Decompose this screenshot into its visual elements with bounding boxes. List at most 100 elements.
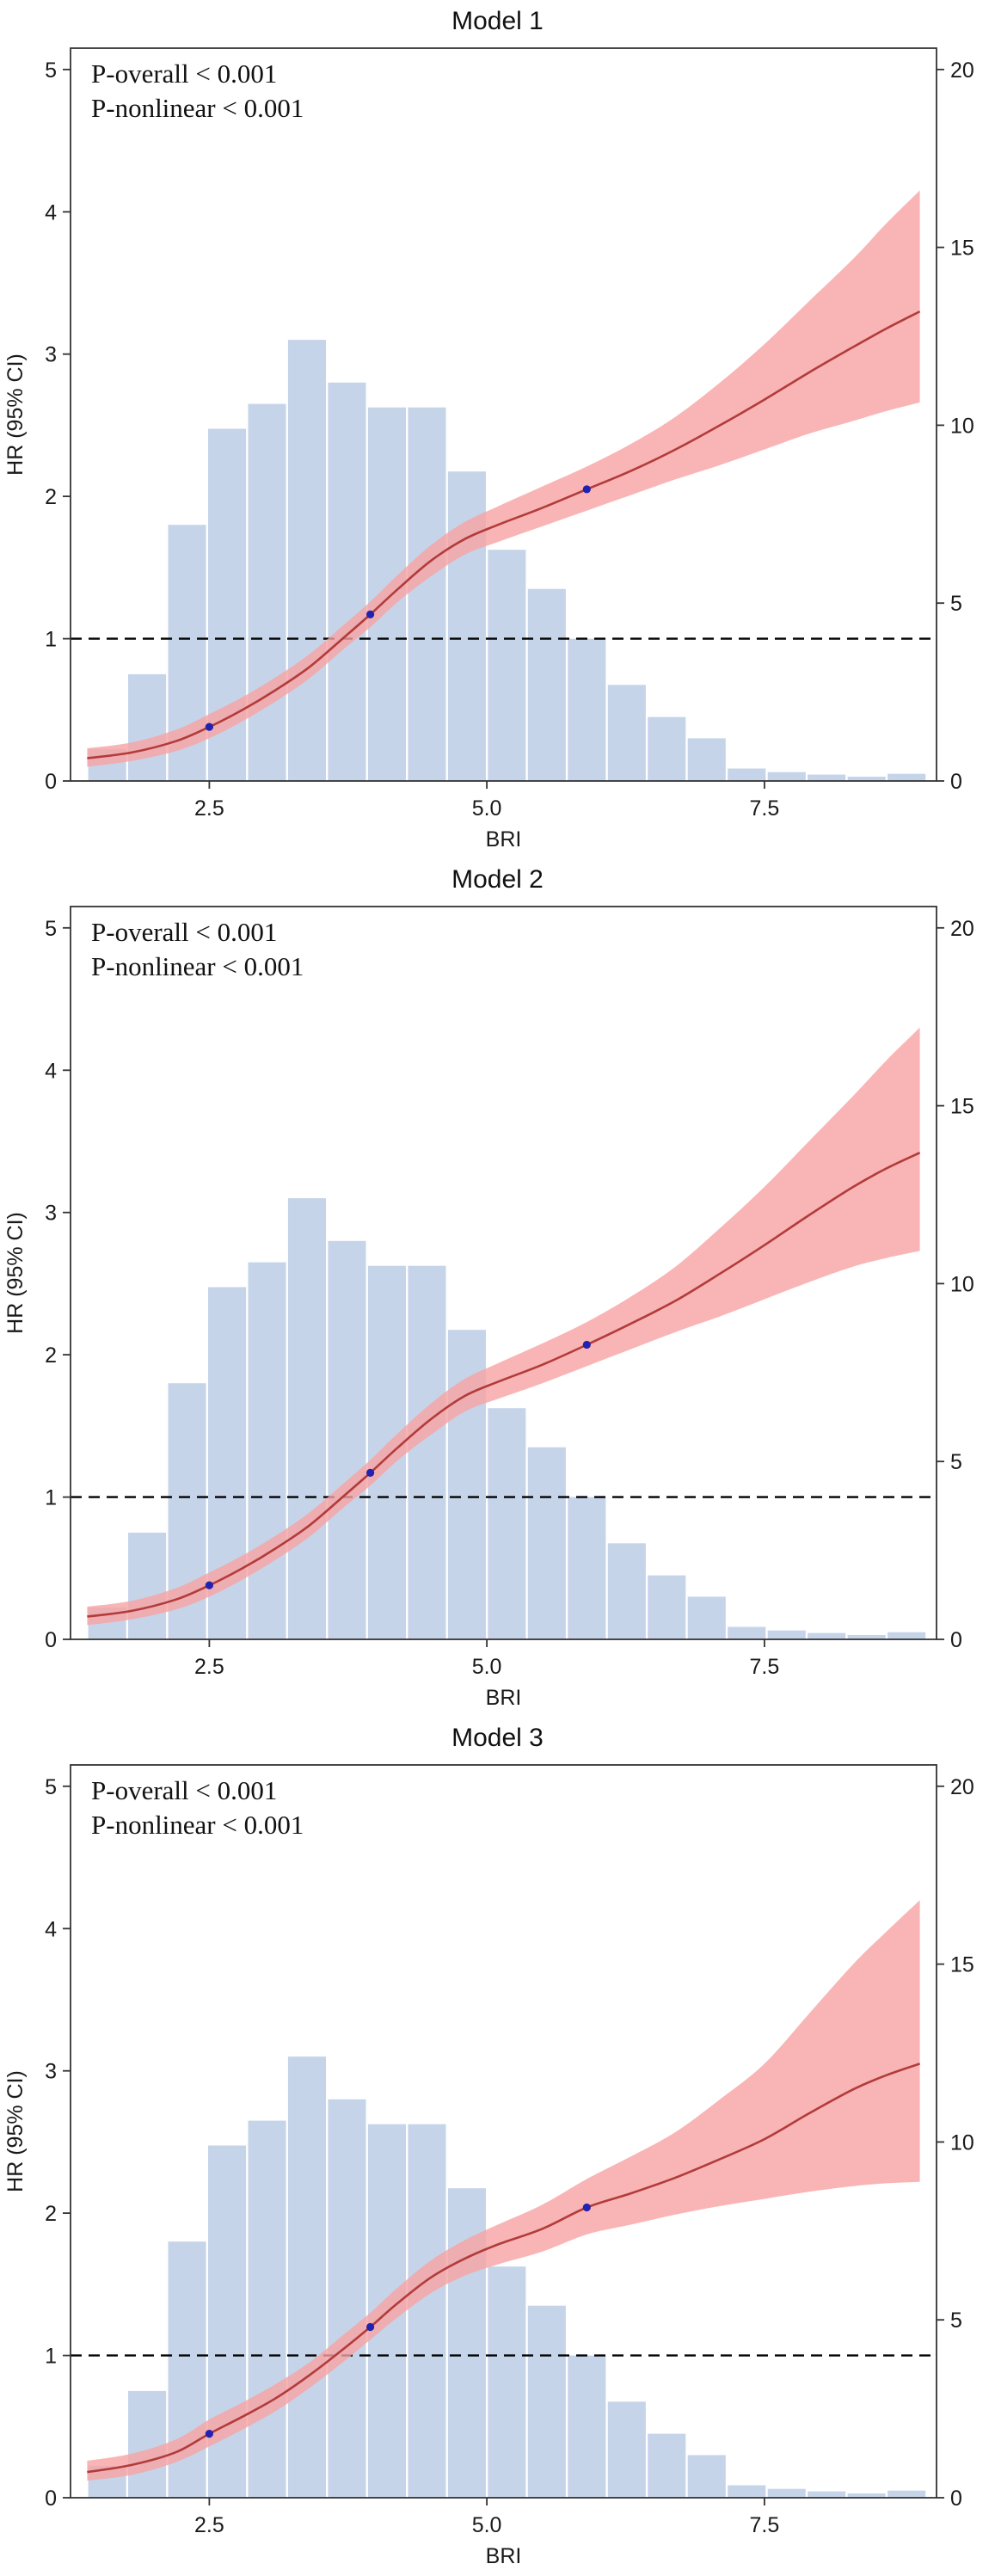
knot-point: [205, 1581, 213, 1589]
y-left-tick-label: 4: [45, 1059, 57, 1083]
histogram-bar: [728, 768, 766, 781]
histogram-bar: [808, 774, 846, 781]
y-left-tick-label: 0: [45, 2487, 57, 2511]
histogram-bar: [248, 403, 286, 781]
histogram-bar: [687, 1596, 726, 1639]
x-tick-label: 7.5: [750, 2513, 780, 2537]
axis-ticks: 0 1 2 3 4 5 0 5 10 15 20 2.5 5.0 7.5: [45, 1775, 974, 2537]
model-3-spline-chart: 0 1 2 3 4 5 0 5 10 15 20 2.5 5.0 7.5 BRI HR (95% CI): [3, 1764, 974, 2568]
y-left-tick-label: 0: [45, 1628, 57, 1652]
plot-border: [70, 906, 937, 1640]
histogram-bar: [888, 1632, 926, 1639]
histogram-bar: [728, 1626, 766, 1639]
x-tick-label: 5.0: [472, 2513, 502, 2537]
spline-knots: [205, 485, 591, 731]
histogram-bar: [607, 1543, 646, 1639]
x-tick-label: 5.0: [472, 796, 502, 821]
panel-model-3: Model 3 0 1 2 3 4 5 0 5 10 15 20 2.5 5.0 7.5 BRI HR (95…: [0, 1717, 995, 2575]
histogram-bar: [888, 773, 926, 781]
x-tick-label: 7.5: [750, 796, 780, 821]
panel-title-model-1: Model 1: [451, 7, 544, 35]
histogram-bar: [287, 1198, 326, 1639]
histogram-bar: [648, 716, 686, 781]
x-axis-label: BRI: [486, 1686, 522, 1710]
y-right-tick-label: 15: [950, 1953, 974, 1977]
knot-point: [582, 485, 591, 494]
histogram-bar: [488, 550, 526, 781]
histogram-bar: [607, 685, 646, 781]
y-left-tick-label: 5: [45, 917, 57, 941]
panel-model-1: Model 1 0 1 2 3 4 5 0 5 10 15 20 2.5 5.0 7.5 BRI HR (95…: [0, 0, 995, 858]
histogram-bar: [888, 2490, 926, 2498]
histogram-bar: [847, 777, 886, 781]
y-left-tick-label: 2: [45, 485, 57, 509]
x-axis-label: BRI: [486, 827, 522, 851]
y-left-tick-label: 1: [45, 628, 57, 652]
plot-border: [70, 47, 937, 782]
histogram-bar: [767, 772, 806, 781]
knot-point: [582, 1340, 591, 1349]
histogram-bar: [808, 2491, 846, 2498]
axis-ticks: 0 1 2 3 4 5 0 5 10 15 20 2.5 5.0 7.5: [45, 917, 974, 1679]
y-left-tick-label: 4: [45, 1917, 57, 1941]
y-right-tick-label: 5: [950, 2309, 962, 2333]
hr-curve: [87, 2063, 921, 2474]
histogram-bar: [128, 673, 167, 781]
y-axis-label: HR (95% CI): [3, 354, 28, 476]
y-right-tick-label: 20: [950, 917, 974, 941]
y-left-tick-label: 2: [45, 1343, 57, 1368]
histogram-bar: [408, 1265, 446, 1639]
y-left-tick-label: 3: [45, 1202, 57, 1226]
histogram-bars: [88, 340, 926, 782]
histogram-bar: [767, 1630, 806, 1639]
histogram-bar: [808, 1632, 846, 1639]
y-right-tick-label: 20: [950, 1775, 974, 1799]
histogram-bar: [607, 2401, 646, 2498]
histogram-bar: [648, 1575, 686, 1639]
histogram-bar: [527, 2305, 566, 2498]
histogram-bar: [328, 382, 366, 781]
knot-point: [205, 722, 213, 731]
knot-point: [582, 2203, 591, 2212]
y-left-tick-label: 5: [45, 58, 57, 83]
y-right-tick-label: 10: [950, 2130, 974, 2155]
x-tick-label: 5.0: [472, 1655, 502, 1679]
model-2-spline-chart: 0 1 2 3 4 5 0 5 10 15 20 2.5 5.0 7.5 BRI HR (95% CI): [3, 906, 974, 1710]
histogram-bar: [847, 2493, 886, 2498]
histogram-bar: [328, 2099, 366, 2498]
y-left-tick-label: 3: [45, 2060, 57, 2084]
histogram-bar: [128, 2390, 167, 2498]
model-1-spline-chart: 0 1 2 3 4 5 0 5 10 15 20 2.5 5.0 7.5 BRI HR (95% CI): [3, 47, 974, 851]
x-tick-label: 2.5: [194, 2513, 224, 2537]
histogram-bar: [248, 2120, 286, 2498]
histogram-bar: [328, 1240, 366, 1639]
y-right-tick-label: 10: [950, 414, 974, 438]
histogram-bar: [527, 1447, 566, 1639]
knot-point: [366, 2322, 375, 2332]
panel-title-model-3: Model 3: [451, 1724, 544, 1752]
histogram-bar: [408, 2124, 446, 2498]
histogram-bar: [568, 1497, 606, 1639]
panel-model-2: Model 2 0 1 2 3 4 5 0 5 10 15 20 2.5 5.0 7.5 BRI HR (95…: [0, 858, 995, 1717]
y-left-tick-label: 3: [45, 343, 57, 367]
histogram-bar: [488, 2266, 526, 2498]
knot-point: [366, 1468, 375, 1477]
y-left-tick-label: 1: [45, 1486, 57, 1510]
y-right-tick-label: 5: [950, 592, 962, 616]
knot-point: [366, 610, 375, 619]
y-axis-label: HR (95% CI): [3, 1212, 28, 1334]
x-axis-label: BRI: [486, 2544, 522, 2568]
x-tick-label: 2.5: [194, 1655, 224, 1679]
histogram-bar: [568, 2355, 606, 2498]
histogram-bar: [287, 2056, 326, 2498]
y-right-tick-label: 0: [950, 1628, 962, 1652]
spline-knots: [205, 1340, 591, 1589]
y-right-tick-label: 10: [950, 1272, 974, 1296]
hr-curve: [87, 310, 921, 759]
y-axis-label: HR (95% CI): [3, 2070, 28, 2192]
histogram-bar: [488, 1408, 526, 1639]
ci-band: [87, 1900, 920, 2481]
histogram-bar: [847, 1635, 886, 1639]
y-right-tick-label: 5: [950, 1450, 962, 1474]
histogram-bar: [687, 2455, 726, 2498]
